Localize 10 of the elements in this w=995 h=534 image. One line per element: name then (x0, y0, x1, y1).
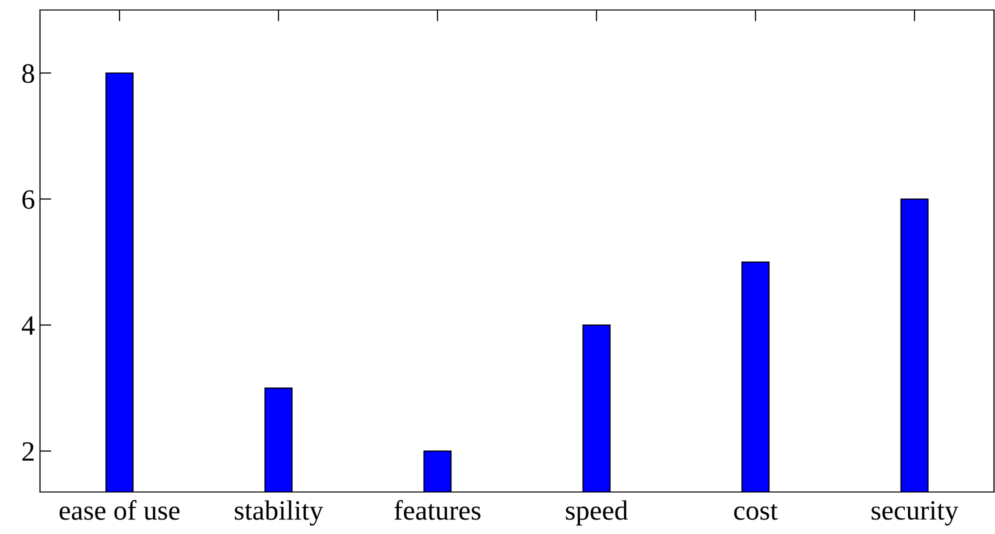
y-tick-label: 4 (22, 316, 35, 335)
x-tick-label: cost (734, 504, 778, 520)
x-tick-label: ease of use (60, 500, 180, 520)
y-tick-label: 6 (22, 190, 34, 209)
x-tick-label: speed (566, 500, 628, 526)
y-tick-label: 2 (22, 442, 34, 461)
x-tick-label: features (394, 500, 480, 520)
y-tick-label: 8 (22, 64, 34, 83)
x-tick-label: security (872, 501, 958, 526)
x-tick-label: stability (234, 500, 324, 526)
